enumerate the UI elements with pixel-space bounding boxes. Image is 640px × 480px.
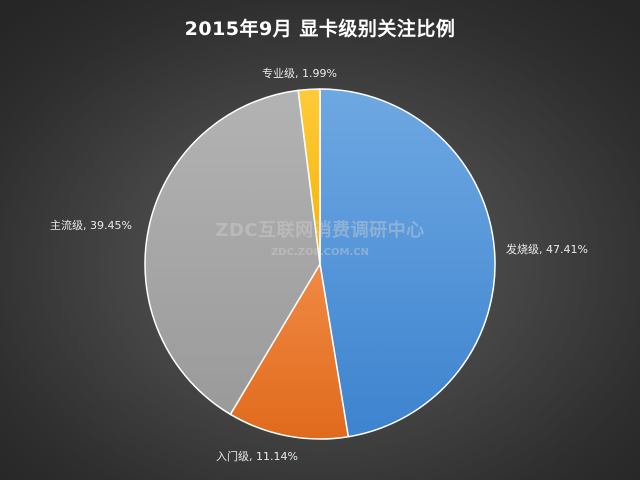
- pie-slices: [144, 88, 496, 440]
- slice-enthusiast: [319, 88, 496, 438]
- watermark-text: ZDC互联网消费调研中心: [215, 220, 425, 241]
- chart-title: 2015年9月 显卡级别关注比例: [184, 18, 456, 40]
- label-enthusiast: 发烧级, 47.41%: [506, 242, 588, 256]
- slice-mainstream: [144, 89, 321, 416]
- label-professional: 专业级, 1.99%: [262, 66, 337, 80]
- slice-entry: [229, 261, 350, 440]
- pie-labels: 发烧级, 47.41% 入门级, 11.14% 主流级, 39.45% 专业级, 1.…: [50, 66, 588, 463]
- label-entry: 入门级, 11.14%: [216, 449, 298, 463]
- label-mainstream: 主流级, 39.45%: [50, 218, 132, 232]
- watermark-url: ZDC.ZOL.COM.CN: [271, 247, 369, 258]
- slice-professional: [297, 88, 321, 265]
